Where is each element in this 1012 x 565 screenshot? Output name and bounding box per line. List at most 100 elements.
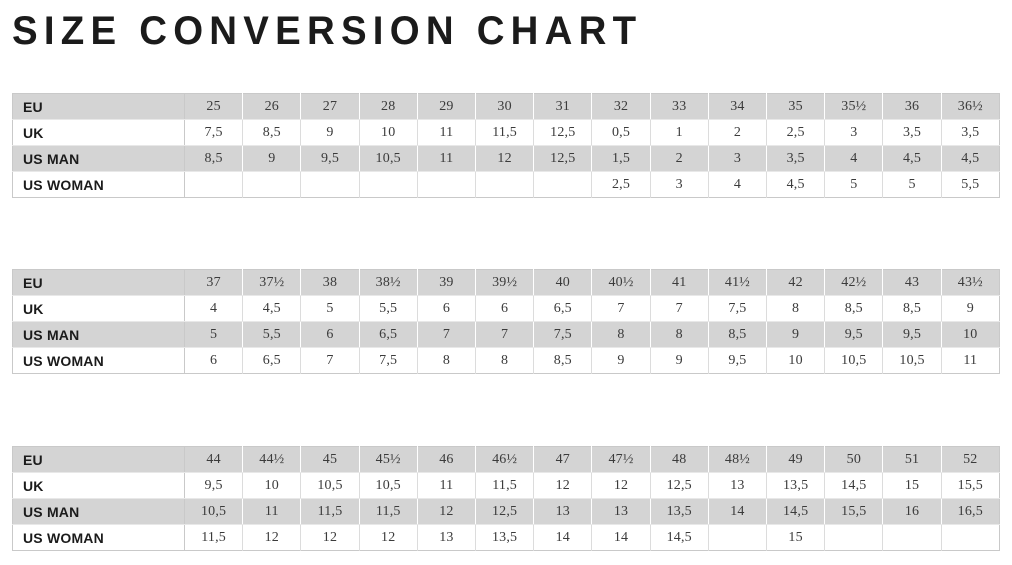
- size-cell: 13,5: [650, 498, 709, 525]
- size-cell: 7: [300, 347, 360, 374]
- size-cell: 8: [417, 347, 477, 374]
- table-row: US MAN 5 5,5 6 6,5 7 7 7,5 8 8 8,5 9 9,5 9,5 10: [12, 321, 1000, 348]
- size-cell: 2: [650, 145, 709, 172]
- size-cell: 14,5: [650, 524, 709, 551]
- size-cell: 7,5: [708, 295, 768, 322]
- size-cell: 1: [650, 119, 709, 146]
- size-cell: 10,5: [359, 472, 418, 499]
- size-table-medium: EU 37 37½ 38 38½ 39 39½ 40 40½ 41 41½ 42 42½ 43 43½ UK 4…: [12, 269, 1000, 374]
- size-cell: 7: [650, 295, 709, 322]
- size-cell: 12: [475, 145, 535, 172]
- size-cell: 12: [359, 524, 418, 551]
- size-cell: 41: [650, 269, 709, 296]
- size-cell: 38½: [359, 269, 418, 296]
- size-cell: 28: [359, 93, 418, 120]
- size-cell: 43: [882, 269, 942, 296]
- size-cell: 4: [708, 171, 768, 198]
- row-label-eu: EU: [12, 446, 185, 473]
- size-cell: 11,5: [475, 472, 535, 499]
- size-cell: 3,5: [766, 145, 826, 172]
- size-cell: 12: [533, 472, 593, 499]
- size-table-small: EU 25 26 27 28 29 30 31 32 33 34 35 35½ 36 36½ UK 7,5 8,5…: [12, 93, 1000, 198]
- size-cell: 6: [184, 347, 244, 374]
- size-cell: 47½: [591, 446, 651, 473]
- size-cell: 14: [708, 498, 768, 525]
- size-cell: 15,5: [941, 472, 1000, 499]
- size-cell: 14,5: [766, 498, 826, 525]
- size-cell: 9: [242, 145, 302, 172]
- size-cell: [300, 171, 360, 198]
- size-cell: 15: [882, 472, 942, 499]
- size-cell: 4,5: [766, 171, 826, 198]
- size-cell: 14,5: [824, 472, 884, 499]
- size-cell: 12,5: [475, 498, 535, 525]
- size-cell: 39½: [475, 269, 535, 296]
- table-row: UK 9,5 10 10,5 10,5 11 11,5 12 12 12,5 13 13,5 14,5 1…: [12, 472, 1000, 499]
- size-cell: 8,5: [824, 295, 884, 322]
- size-cell: 10: [242, 472, 302, 499]
- size-cell: 7,5: [359, 347, 418, 374]
- size-cell: 42½: [824, 269, 884, 296]
- size-cell: 36: [882, 93, 942, 120]
- size-cell: 15: [766, 524, 826, 551]
- size-cell: 9: [300, 119, 360, 146]
- size-cell: 10: [941, 321, 1000, 348]
- row-label-us-man: US MAN: [12, 498, 185, 525]
- size-cell: 34: [708, 93, 768, 120]
- size-cell: 11,5: [300, 498, 360, 525]
- size-cell: 46: [417, 446, 477, 473]
- size-cell: 51: [882, 446, 942, 473]
- size-cell: 37: [184, 269, 244, 296]
- row-label-eu: EU: [12, 93, 185, 120]
- size-cell: 2,5: [766, 119, 826, 146]
- size-cell: 6: [300, 321, 360, 348]
- size-cell: 9: [650, 347, 709, 374]
- size-cell: 10,5: [882, 347, 942, 374]
- size-cell: 13: [708, 472, 768, 499]
- size-cell: [533, 171, 593, 198]
- size-cell: 1,5: [591, 145, 651, 172]
- size-cell: 12: [417, 498, 477, 525]
- size-cell: 5,5: [242, 321, 302, 348]
- size-cell: 10,5: [359, 145, 418, 172]
- size-cell: 30: [475, 93, 535, 120]
- size-cell: 25: [184, 93, 244, 120]
- size-cell: 12: [242, 524, 302, 551]
- size-cell: 4,5: [882, 145, 942, 172]
- size-cell: 3: [650, 171, 709, 198]
- size-cell: 6: [417, 295, 477, 322]
- table-row: US WOMAN 2,5 3 4 4,5 5 5 5,5: [12, 171, 1000, 198]
- size-cell: [475, 171, 535, 198]
- size-cell: 11,5: [475, 119, 535, 146]
- size-cell: 10: [766, 347, 826, 374]
- size-cell: 0,5: [591, 119, 651, 146]
- size-cell: 3: [708, 145, 768, 172]
- size-cell: 6: [475, 295, 535, 322]
- size-cell: 14: [591, 524, 651, 551]
- size-cell: 41½: [708, 269, 768, 296]
- size-cell: 42: [766, 269, 826, 296]
- size-cell: 12,5: [533, 119, 593, 146]
- size-cell: [417, 171, 477, 198]
- size-cell: 6,5: [359, 321, 418, 348]
- table-row: US MAN 10,5 11 11,5 11,5 12 12,5 13 13 13,5 14 14,5…: [12, 498, 1000, 525]
- size-cell: 10,5: [300, 472, 360, 499]
- size-cell: [184, 171, 244, 198]
- size-cell: 8,5: [708, 321, 768, 348]
- size-cell: 4,5: [941, 145, 1000, 172]
- size-cell: 29: [417, 93, 477, 120]
- size-cell: 12,5: [533, 145, 593, 172]
- size-cell: 35½: [824, 93, 884, 120]
- size-cell: 9,5: [708, 347, 768, 374]
- size-cell: 5,5: [359, 295, 418, 322]
- size-cell: [242, 171, 302, 198]
- size-cell: 12: [300, 524, 360, 551]
- table-row: US MAN 8,5 9 9,5 10,5 11 12 12,5 1,5 2 3 3,5 4 4,5 4,5: [12, 145, 1000, 172]
- size-cell: 8: [650, 321, 709, 348]
- size-cell: 7,5: [184, 119, 244, 146]
- size-cell: 9,5: [300, 145, 360, 172]
- size-table-large: EU 44 44½ 45 45½ 46 46½ 47 47½ 48 48½ 49 50 51 52 UK 9,5…: [12, 446, 1000, 551]
- row-label-us-woman: US WOMAN: [12, 524, 185, 551]
- size-cell: 5,5: [941, 171, 1000, 198]
